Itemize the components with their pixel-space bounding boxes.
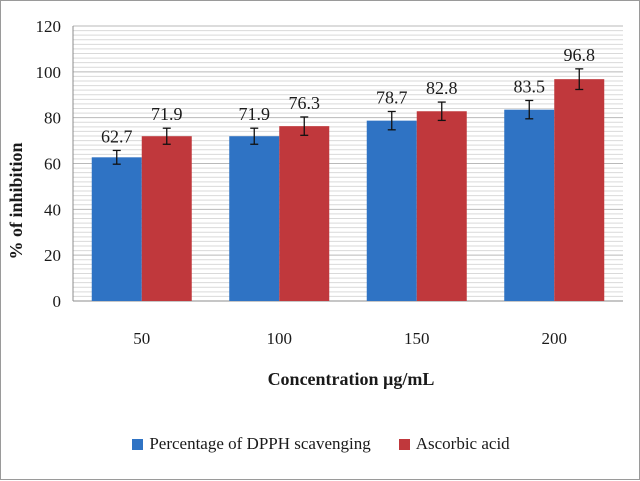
data-label: 62.7 bbox=[101, 126, 133, 146]
data-label: 71.9 bbox=[239, 104, 271, 124]
legend-label-dpph: Percentage of DPPH scavenging bbox=[149, 434, 371, 453]
y-tick-label: 60 bbox=[44, 155, 61, 174]
data-label: 71.9 bbox=[151, 104, 183, 124]
bar bbox=[366, 120, 417, 301]
data-label: 82.8 bbox=[426, 78, 458, 98]
bar bbox=[416, 111, 467, 301]
y-tick-label: 120 bbox=[36, 17, 62, 36]
bars bbox=[91, 68, 605, 302]
y-tick-label: 80 bbox=[44, 109, 61, 128]
bar bbox=[504, 109, 555, 301]
y-tick-label: 100 bbox=[36, 63, 62, 82]
x-tick-label: 150 bbox=[404, 329, 430, 348]
y-axis-title: % of inhibition bbox=[6, 142, 26, 259]
x-tick-label: 100 bbox=[267, 329, 293, 348]
bar bbox=[91, 157, 142, 301]
x-tick-label: 50 bbox=[133, 329, 150, 348]
bar bbox=[141, 136, 192, 301]
data-label: 76.3 bbox=[289, 93, 321, 113]
y-tick-label: 0 bbox=[53, 292, 62, 311]
data-label: 96.8 bbox=[564, 45, 596, 65]
y-tick-label: 20 bbox=[44, 246, 61, 265]
legend-item-dpph: Percentage of DPPH scavenging bbox=[132, 434, 371, 454]
legend: Percentage of DPPH scavenging Ascorbic a… bbox=[1, 429, 640, 459]
legend-item-ascorbic: Ascorbic acid bbox=[398, 434, 510, 454]
data-labels: 62.7 71.9 71.9 76.3 78.7 82.8 83.5 96.8 bbox=[101, 45, 595, 147]
legend-swatch-red bbox=[398, 438, 410, 450]
axes: 0 20 40 60 80 100 120 50 100 150 200 bbox=[36, 17, 623, 348]
x-tick-label: 200 bbox=[542, 329, 568, 348]
bar bbox=[229, 136, 280, 301]
y-tick-label: 40 bbox=[44, 200, 61, 219]
data-label: 78.7 bbox=[376, 87, 408, 107]
x-axis-title: Concentration µg/mL bbox=[268, 369, 435, 389]
legend-label-ascorbic: Ascorbic acid bbox=[415, 434, 510, 453]
data-label: 83.5 bbox=[514, 76, 546, 96]
legend-swatch-blue bbox=[132, 438, 144, 450]
bar bbox=[279, 126, 330, 301]
bar bbox=[554, 79, 605, 302]
